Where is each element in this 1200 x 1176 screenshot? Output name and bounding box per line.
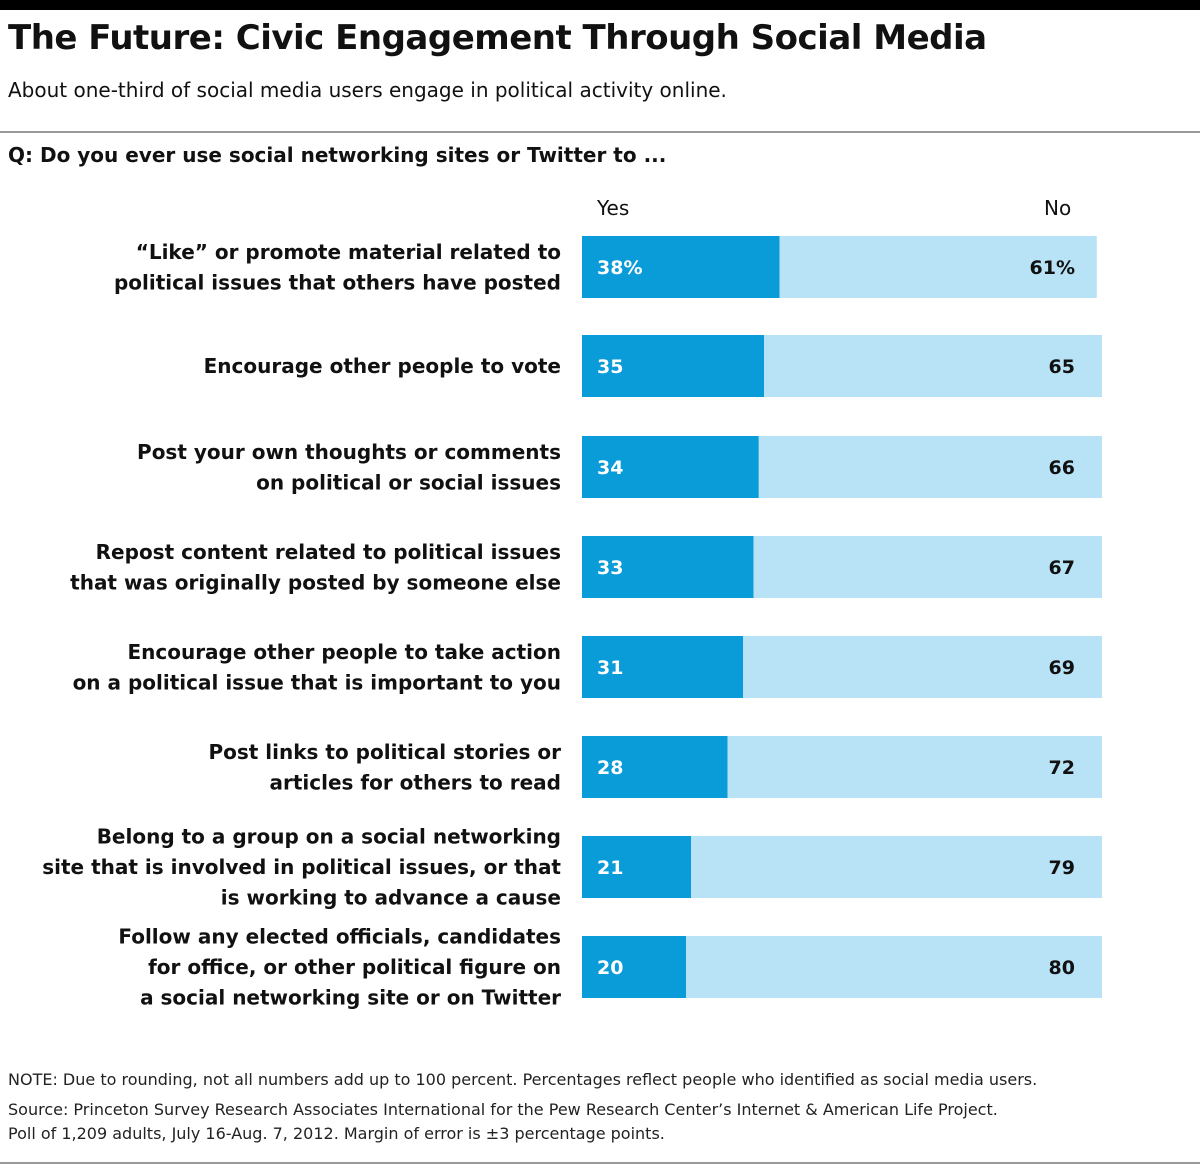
category-label: Belong to a group on a social networking xyxy=(97,825,561,849)
bar-yes xyxy=(582,836,692,898)
bar-no xyxy=(779,236,1097,298)
bar-row: 20 80 Follow any elected officials, candid… xyxy=(118,925,1102,1010)
category-label: on political or social issues xyxy=(256,470,561,494)
column-header-yes: Yes xyxy=(597,196,630,220)
category-label: site that is involved in political issue… xyxy=(42,855,561,879)
category-label: Repost content related to political issu… xyxy=(96,540,561,564)
footnote-poll: Poll of 1,209 adults, July 16-Aug. 7, 20… xyxy=(8,1124,665,1143)
bar-no xyxy=(764,335,1102,397)
category-label: Follow any elected officials, candidates xyxy=(118,925,561,949)
bar-yes xyxy=(582,236,780,298)
bar-yes xyxy=(582,335,764,397)
data-label-yes: 38% xyxy=(597,257,642,279)
chart-title: The Future: Civic Engagement Through Soc… xyxy=(8,18,987,58)
bar-yes xyxy=(582,536,754,598)
bar-row: 33 67 Repost content related to political … xyxy=(70,536,1102,598)
bar-row: 34 66 Post your own thoughts or comments on… xyxy=(137,436,1102,498)
category-label: Encourage other people to take action xyxy=(127,640,561,664)
data-label-yes: 34 xyxy=(597,457,623,479)
category-label: is working to advance a cause xyxy=(221,886,561,910)
bar-row: 35 65 Encourage other people to vote xyxy=(204,335,1102,397)
bar-no xyxy=(686,936,1102,998)
chart-subtitle: About one-third of social media users en… xyxy=(8,78,727,102)
survey-question: Q: Do you ever use social networking sit… xyxy=(8,143,667,167)
category-label: that was originally posted by someone el… xyxy=(70,570,561,594)
data-label-no: 61% xyxy=(1030,257,1075,279)
bar-no xyxy=(691,836,1102,898)
bar-row: 31 69 Encourage other people to take actio… xyxy=(73,636,1102,698)
bar-row: 28 72 Post links to political stories or ar… xyxy=(208,736,1102,798)
data-label-no: 65 xyxy=(1049,356,1075,378)
bar-row: 38% 61% “Like” or promote material related… xyxy=(114,236,1097,298)
stacked-bar-chart: 38% 61% “Like” or promote material related… xyxy=(42,236,1102,1010)
bar-yes xyxy=(582,936,686,998)
bar-no xyxy=(727,736,1102,798)
data-label-no: 66 xyxy=(1049,457,1075,479)
category-label: for office, or other political figure on xyxy=(148,955,561,979)
bar-no xyxy=(743,636,1102,698)
category-label: a social networking site or on Twitter xyxy=(140,986,561,1010)
category-label: Post links to political stories or xyxy=(208,740,561,764)
data-label-no: 72 xyxy=(1049,757,1075,779)
top-rule xyxy=(0,0,1200,10)
column-header-no: No xyxy=(1044,196,1072,220)
category-label: political issues that others have posted xyxy=(114,270,561,294)
data-label-yes: 21 xyxy=(597,857,623,879)
footnote-source: Source: Princeton Survey Research Associ… xyxy=(8,1100,998,1119)
bar-row: 21 79 Belong to a group on a social networ… xyxy=(42,825,1102,910)
footnote-note: NOTE: Due to rounding, not all numbers a… xyxy=(8,1070,1038,1089)
data-label-yes: 28 xyxy=(597,757,623,779)
bar-no xyxy=(758,436,1102,498)
category-label: Encourage other people to vote xyxy=(204,354,561,378)
category-label: on a political issue that is important t… xyxy=(73,670,561,694)
data-label-yes: 31 xyxy=(597,657,623,679)
bar-yes xyxy=(582,636,744,698)
data-label-no: 67 xyxy=(1049,557,1075,579)
category-label: articles for others to read xyxy=(269,770,561,794)
category-label: Post your own thoughts or comments xyxy=(137,440,561,464)
data-label-no: 69 xyxy=(1049,657,1075,679)
bar-no xyxy=(753,536,1102,598)
data-label-yes: 33 xyxy=(597,557,623,579)
data-label-no: 80 xyxy=(1049,957,1075,979)
category-label: “Like” or promote material related to xyxy=(136,240,561,264)
bar-yes xyxy=(582,436,759,498)
data-label-no: 79 xyxy=(1049,857,1075,879)
bar-yes xyxy=(582,736,728,798)
data-label-yes: 35 xyxy=(597,356,623,378)
data-label-yes: 20 xyxy=(597,957,623,979)
footer-divider xyxy=(0,1162,1200,1164)
header-divider xyxy=(0,131,1200,133)
